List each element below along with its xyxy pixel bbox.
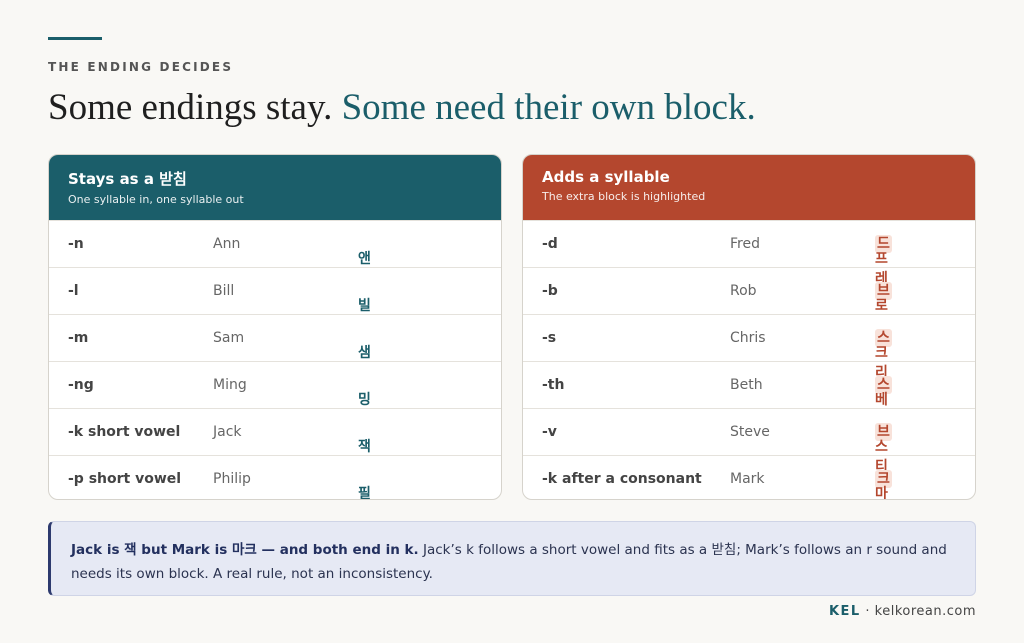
footer: KEL · kelkorean.com: [829, 604, 976, 619]
ending: -b: [542, 283, 558, 299]
ending: -n: [68, 236, 84, 252]
english-name: Jack: [213, 424, 242, 440]
korean-base: 앤: [358, 251, 371, 267]
english-name: Mark: [730, 471, 765, 487]
english-name: Steve: [730, 424, 770, 440]
korean-base: 샘: [358, 345, 371, 361]
brand: KEL: [828, 604, 861, 619]
ending: -ng: [68, 377, 94, 393]
ending: -d: [542, 236, 558, 252]
table-row: -n Ann 앤: [49, 220, 501, 267]
korean-base: 밍: [358, 392, 371, 408]
site: kelkorean.com: [874, 604, 976, 619]
panel-subtitle: One syllable in, one syllable out: [68, 193, 244, 206]
english-name: Fred: [730, 236, 760, 252]
panel-title: Stays as a 받침: [68, 170, 187, 188]
panel: Stays as a 받침 One syllable in, one syllab…: [48, 154, 502, 500]
ending: -th: [542, 377, 565, 393]
english-name: Sam: [213, 330, 245, 346]
table-row: -k after a consonant Mark 마 크: [523, 455, 975, 499]
ending: -k after a consonant: [542, 471, 702, 487]
accent-line: [48, 37, 102, 40]
korean: 크리 스: [875, 327, 892, 381]
korean-base: 필립: [358, 486, 371, 500]
korean: 스티 브: [875, 421, 892, 475]
title-part: Some need their own block.: [341, 87, 756, 128]
panel-header: Adds a syllable The extra block is highli…: [523, 155, 975, 220]
separator: ·: [865, 604, 870, 619]
korean-extra: 크: [875, 470, 892, 488]
korean-extra: 스: [875, 329, 892, 347]
table-row: -th Beth 베 스: [523, 361, 975, 408]
panel: Adds a syllable The extra block is highli…: [522, 154, 976, 500]
korean-base: 로: [875, 298, 888, 314]
table-row: -k short vowel Jack 잭: [49, 408, 501, 455]
korean-base: 마: [875, 486, 888, 500]
english-name: Bill: [213, 283, 235, 299]
ending: -k short vowel: [68, 424, 181, 440]
korean-extra: 브: [875, 282, 892, 300]
ending: -v: [542, 424, 557, 440]
table-row: -b Rob 로 브: [523, 267, 975, 314]
panel-header: Stays as a 받침 One syllable in, one syllab…: [49, 155, 501, 220]
table-row: -m Sam 샘: [49, 314, 501, 361]
table-row: -s Chris 크리 스: [523, 314, 975, 381]
table-row: -v Steve 스티 브: [523, 408, 975, 475]
ending: -l: [68, 283, 79, 299]
korean-extra: 스: [875, 376, 892, 394]
ending: -p short vowel: [68, 471, 182, 487]
korean-extra: 브: [875, 423, 892, 441]
ending: -s: [542, 330, 557, 346]
english-name: Beth: [730, 377, 763, 393]
ending: -m: [68, 330, 89, 346]
note-lead: Jack is 잭 but Mark is 마크 — and both end …: [71, 542, 419, 558]
panel-title: Adds a syllable: [542, 168, 670, 186]
korean-base: 빌: [358, 298, 371, 314]
korean-extra: 드: [875, 235, 892, 253]
table-row: -ng Ming 밍: [49, 361, 501, 408]
eyebrow: THE ENDING DECIDES: [48, 60, 234, 74]
korean-base: 잭: [358, 439, 371, 455]
korean-base: 베: [875, 392, 888, 408]
korean: 프레 드: [875, 233, 892, 287]
english-name: Ann: [213, 236, 241, 252]
english-name: Ming: [213, 377, 247, 393]
note-body: Jack’s k follows a short vowel and fits …: [71, 542, 947, 582]
panel-subtitle: The extra block is highlighted: [542, 190, 706, 203]
english-name: Chris: [730, 330, 766, 346]
english-name: Rob: [730, 283, 757, 299]
table-row: -d Fred 프레 드: [523, 220, 975, 287]
note: Jack is 잭 but Mark is 마크 — and both end …: [48, 521, 976, 596]
table-row: -p short vowel Philip 필립: [49, 455, 501, 500]
title: Some endings stay. Some need their own b…: [48, 86, 756, 129]
english-name: Philip: [213, 471, 251, 487]
table-row: -l Bill 빌: [49, 267, 501, 314]
title-part: Some endings stay.: [48, 87, 333, 128]
